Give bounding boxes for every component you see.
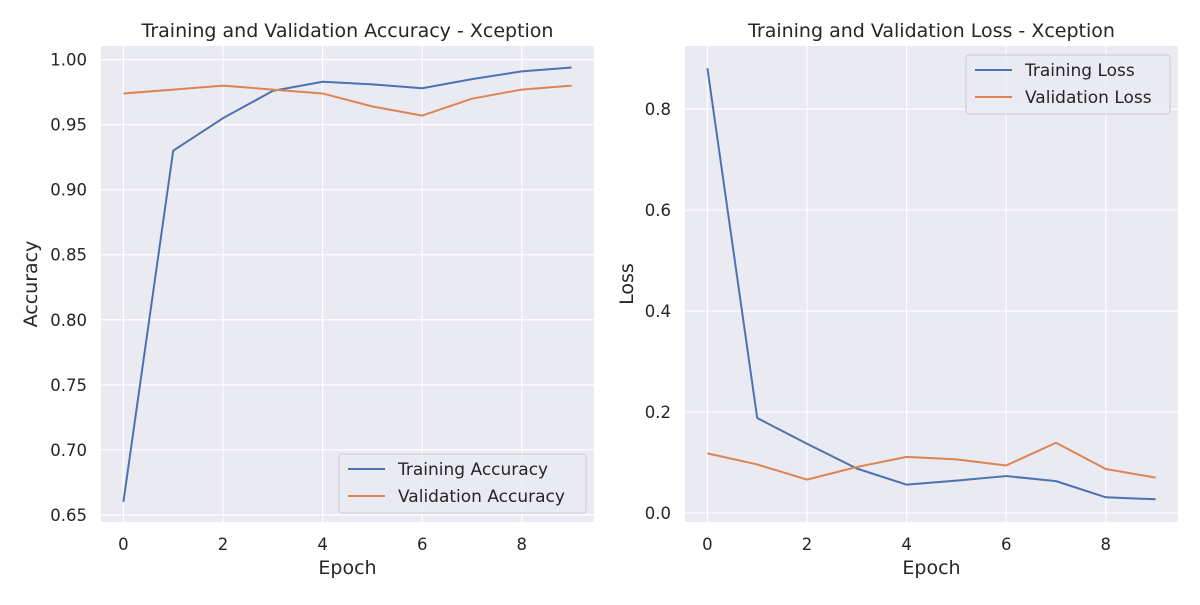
accuracy-x-tick-label: 4: [317, 535, 328, 554]
accuracy-x-axis-label: Epoch: [318, 557, 376, 579]
accuracy-chart: 0 2 4 6 8 0.65 0.70 0.75 0.80 0.85 0.90 0.95 1.00 Tr…: [20, 20, 594, 579]
loss-x-tick-label: 8: [1101, 535, 1112, 554]
accuracy-y-tick-label: 0.80: [50, 311, 87, 330]
loss-x-tick-label: 6: [1001, 535, 1012, 554]
accuracy-legend: Training Accuracy Validation Accuracy: [339, 454, 586, 513]
loss-chart-title: Training and Validation Loss - Xception: [747, 20, 1115, 42]
accuracy-y-tick-label: 0.65: [50, 506, 87, 525]
accuracy-chart-title: Training and Validation Accuracy - Xcept…: [141, 20, 554, 42]
loss-legend: Training Loss Validation Loss: [966, 55, 1170, 114]
loss-x-tick-label: 4: [901, 535, 912, 554]
loss-y-tick-label: 0.8: [645, 100, 671, 119]
loss-y-tick-label: 0.0: [645, 504, 671, 523]
accuracy-y-tick-label: 1.00: [50, 51, 87, 70]
loss-x-axis-label: Epoch: [902, 557, 960, 579]
accuracy-y-tick-label: 0.70: [50, 441, 87, 460]
accuracy-y-axis-label: Accuracy: [20, 241, 42, 328]
loss-x-tick-label: 2: [802, 535, 813, 554]
accuracy-y-tick-label: 0.75: [50, 376, 87, 395]
accuracy-x-tick-label: 2: [218, 535, 229, 554]
loss-y-tick-label: 0.6: [645, 201, 671, 220]
accuracy-x-tick-label: 6: [417, 535, 428, 554]
accuracy-x-tick-label: 8: [517, 535, 528, 554]
accuracy-plot-area: [101, 46, 594, 522]
loss-chart: 0 2 4 6 8 0.0 0.2 0.4 0.6 0.8 Training and Valida…: [616, 20, 1178, 579]
legend-label-validation-loss: Validation Loss: [1025, 88, 1152, 108]
accuracy-y-tick-label: 0.95: [50, 116, 87, 135]
accuracy-x-tick-label: 0: [118, 535, 129, 554]
loss-x-tick-label: 0: [702, 535, 713, 554]
legend-label-training-loss: Training Loss: [1024, 61, 1135, 81]
legend-label-training-accuracy: Training Accuracy: [397, 460, 548, 480]
loss-plot-area: [685, 46, 1178, 522]
loss-y-tick-label: 0.4: [645, 302, 671, 321]
accuracy-y-tick-label: 0.90: [50, 181, 87, 200]
loss-y-axis-label: Loss: [616, 263, 638, 305]
legend-label-validation-accuracy: Validation Accuracy: [398, 487, 565, 507]
accuracy-y-tick-label: 0.85: [50, 246, 87, 265]
loss-y-tick-label: 0.2: [645, 403, 671, 422]
